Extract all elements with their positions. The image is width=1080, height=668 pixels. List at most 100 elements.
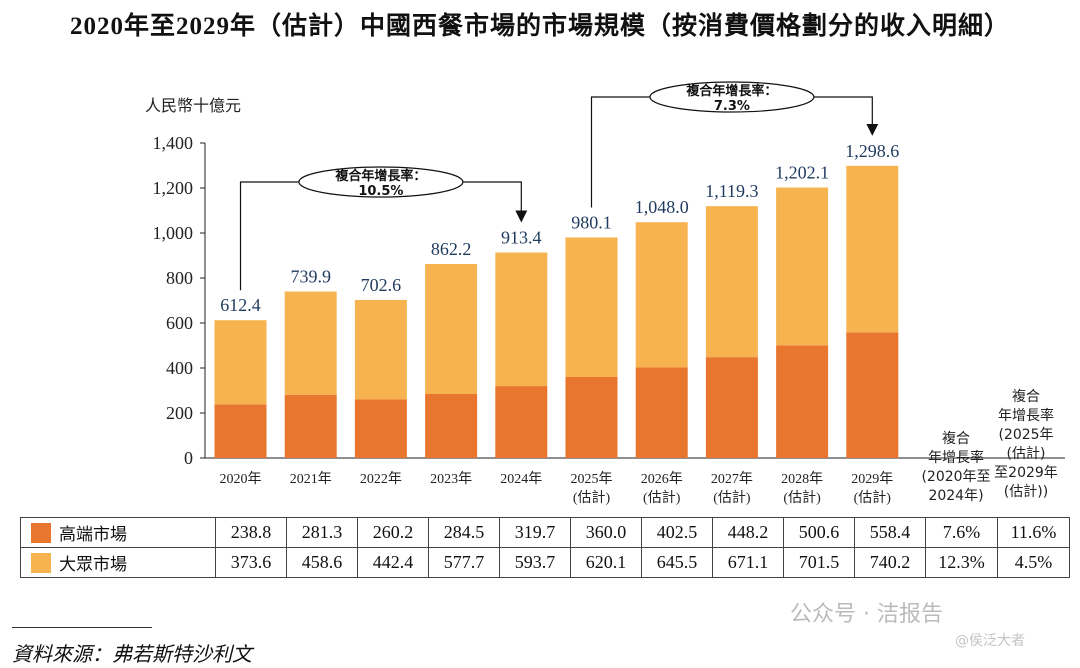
y-tick-label: 0 [184,448,193,468]
table-cell: 319.7 [499,517,571,548]
cagr-value: 10.5% [358,184,403,199]
watermark-handle: @侯泛大者 [955,633,1025,649]
bar-mass-8 [776,187,829,346]
source-note: 資料來源：弗若斯特沙利文 [12,642,252,666]
bar-premium-2 [354,399,407,458]
stacked-bar-chart: 人民幣十億元 0 200 400 600 800 1,000 1,200 1,400 612.4… [145,81,1065,506]
cagr-value: 7.3% [714,99,750,114]
page-title: 2020年至2029年（估計）中國西餐市場的市場規模（按消費價格劃分的收入明細） [69,13,1010,40]
table-cell: 284.5 [428,517,500,548]
bar-premium-6 [635,367,688,458]
total-value-label: 1,119.3 [705,181,758,201]
table-cell: 360.0 [570,517,642,548]
table-cell: 373.6 [215,547,287,578]
x-category-label: 2026年 [641,471,683,487]
cagr-cell: 4.5% [997,547,1070,578]
table-cell: 593.7 [499,547,571,578]
x-category-label: 2024年 [500,471,542,487]
x-category-label: (估計) [783,490,821,506]
x-category-label: 2022年 [360,471,402,487]
cagr-ellipse-0 [298,166,464,198]
cagr-cell: 12.3% [925,547,998,578]
y-tick-label: 1,200 [153,178,194,198]
table-cell: 701.5 [783,547,855,578]
x-category-label: 2029年 [851,471,893,487]
table-cell: 448.2 [712,517,784,548]
cagr-column-header: 複合 [942,430,970,447]
cagr-column-header: 年增長率 [998,407,1054,424]
bar-mass-2 [354,299,407,400]
total-value-label: 739.9 [290,267,331,287]
table-cell: 402.5 [641,517,713,548]
total-value-label: 980.1 [571,212,612,232]
y-tick-label: 200 [166,403,193,423]
bar-mass-9 [846,165,899,333]
x-category-label: 2025年 [571,471,613,487]
bar-premium-4 [495,386,548,458]
row-label-cell: 大眾市場 [20,547,216,578]
table-cell: 500.6 [783,517,855,548]
total-value-label: 862.2 [431,239,472,259]
x-category-label: 2028年 [781,471,823,487]
y-axis-label: 人民幣十億元 [145,96,241,115]
bar-premium-9 [846,332,899,458]
table-cell: 645.5 [641,547,713,578]
bar-mass-7 [705,206,758,358]
cagr-column-header: 年增長率 [928,449,984,466]
x-category-label: 2020年 [220,471,262,487]
total-value-label: 1,048.0 [635,197,689,217]
bar-premium-7 [705,357,758,458]
table-cell: 442.4 [357,547,429,578]
y-tick-label: 600 [166,313,193,333]
table-cell: 671.1 [712,547,784,578]
cagr-column-header: 至2029年 [994,465,1058,481]
x-category-label: 2023年 [430,471,472,487]
cagr-column-header: (估計) [1007,446,1046,462]
y-tick-label: 800 [166,268,193,288]
x-category-label: (估計) [854,490,892,506]
x-category-label: (估計) [713,490,751,506]
cagr-column-header: (估計)) [1004,484,1048,500]
cagr-cell: 11.6% [997,517,1070,548]
total-value-label: 702.6 [361,275,402,295]
footer-rule [12,627,152,628]
legend-swatch [31,553,51,573]
x-category-label: (估計) [573,490,611,506]
bar-mass-1 [284,291,337,395]
x-category-label: 2027年 [711,471,753,487]
bar-mass-4 [495,252,548,387]
bar-premium-8 [776,345,829,458]
cagr-label: 複合年增長率： [685,83,777,99]
total-value-label: 1,298.6 [845,141,899,161]
cagr-column-header: 複合 [1012,388,1040,405]
cagr-column-header: 2024年) [928,488,983,504]
table-cell: 238.8 [215,517,287,548]
watermark: 公众号 · 洁报告 [790,602,943,627]
cagr-label: 複合年增長率： [334,168,426,184]
cagr-column-header: (2025年 [998,427,1053,443]
table-cell: 281.3 [286,517,358,548]
bar-mass-6 [635,222,688,368]
legend-label: 高端市場 [59,525,127,545]
x-category-label: 2021年 [290,471,332,487]
legend-swatch [31,523,51,543]
cagr-cell: 7.6% [925,517,998,548]
table-cell: 458.6 [286,547,358,578]
total-value-label: 913.4 [501,227,542,247]
total-value-label: 1,202.1 [775,163,829,183]
bar-premium-1 [284,394,337,458]
table-cell: 558.4 [854,517,926,548]
table-cell: 260.2 [357,517,429,548]
table-row: 大眾市場 373.6 458.6 442.4 577.7 593.7 620.1 645.5 6… [20,547,1070,578]
bar-mass-5 [565,237,618,377]
bar-mass-0 [214,320,267,405]
bar-mass-3 [425,264,478,394]
cagr-ellipse-1 [649,81,815,113]
legend-label: 大眾市場 [59,555,127,575]
bar-premium-0 [214,404,267,458]
bar-premium-3 [425,393,478,458]
table-row: 高端市場 238.8 281.3 260.2 284.5 319.7 360.0 402.5 4… [20,517,1070,548]
y-tick-label: 400 [166,358,193,378]
y-tick-label: 1,000 [153,223,194,243]
table-cell: 620.1 [570,547,642,578]
